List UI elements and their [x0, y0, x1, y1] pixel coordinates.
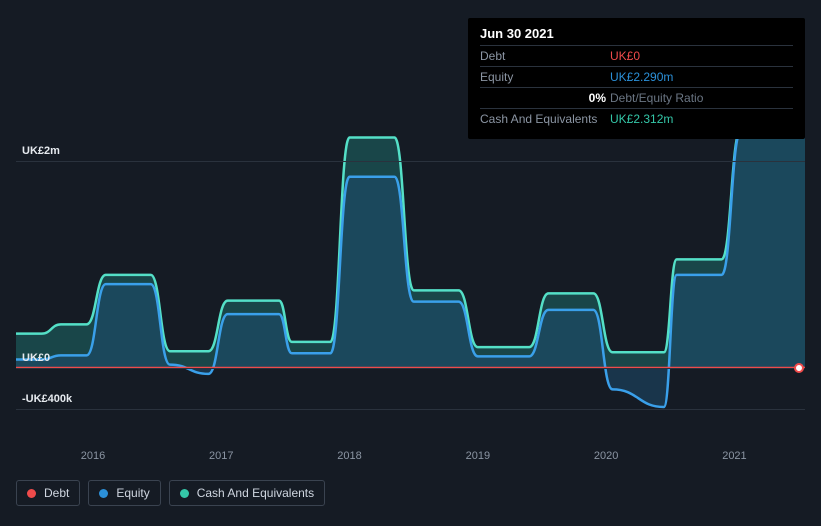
legend: Debt Equity Cash And Equivalents	[16, 480, 325, 506]
tooltip-row-ratio: 0% Debt/Equity Ratio	[480, 87, 793, 108]
tooltip-cash-label: Cash And Equivalents	[480, 111, 610, 127]
x-axis-label: 2021	[722, 450, 746, 462]
tooltip-debt-label: Debt	[480, 48, 610, 64]
x-axis-label: 2016	[81, 450, 105, 462]
grid-line	[16, 161, 805, 162]
tooltip-cash-value: UK£2.312m	[610, 111, 673, 127]
tooltip-equity-label: Equity	[480, 69, 610, 85]
x-axis-label: 2019	[466, 450, 490, 462]
tooltip-row-debt: Debt UK£0	[480, 45, 793, 66]
legend-label: Debt	[44, 486, 69, 500]
y-axis-label: UK£2m	[22, 145, 60, 157]
tooltip-ratio-text: Debt/Equity Ratio	[610, 90, 703, 106]
tooltip-equity-value: UK£2.290m	[610, 69, 673, 85]
legend-item-debt[interactable]: Debt	[16, 480, 80, 506]
legend-label: Cash And Equivalents	[197, 486, 314, 500]
legend-item-equity[interactable]: Equity	[88, 480, 160, 506]
y-axis-label: -UK£400k	[22, 393, 72, 405]
x-axis-label: 2017	[209, 450, 233, 462]
chart-tooltip: Jun 30 2021 Debt UK£0 Equity UK£2.290m 0…	[468, 18, 805, 139]
cursor-marker	[794, 363, 804, 373]
legend-label: Equity	[116, 486, 149, 500]
grid-line	[16, 368, 805, 369]
debt-legend-dot-icon	[27, 489, 36, 498]
y-axis-label: UK£0	[22, 352, 50, 364]
tooltip-debt-value: UK£0	[610, 48, 640, 64]
tooltip-row-equity: Equity UK£2.290m	[480, 66, 793, 87]
x-axis-label: 2018	[337, 450, 361, 462]
tooltip-ratio-pct: 0%	[480, 90, 610, 106]
grid-line	[16, 409, 805, 410]
tooltip-date: Jun 30 2021	[480, 26, 793, 45]
legend-item-cash[interactable]: Cash And Equivalents	[169, 480, 325, 506]
cash-legend-dot-icon	[180, 489, 189, 498]
chart-area[interactable]: UK£2m UK£0 -UK£400k 2016 2017 2018 2019 2020 202…	[16, 120, 805, 470]
chart-svg	[16, 120, 805, 440]
tooltip-row-cash: Cash And Equivalents UK£2.312m	[480, 108, 793, 129]
equity-legend-dot-icon	[99, 489, 108, 498]
x-axis-label: 2020	[594, 450, 618, 462]
